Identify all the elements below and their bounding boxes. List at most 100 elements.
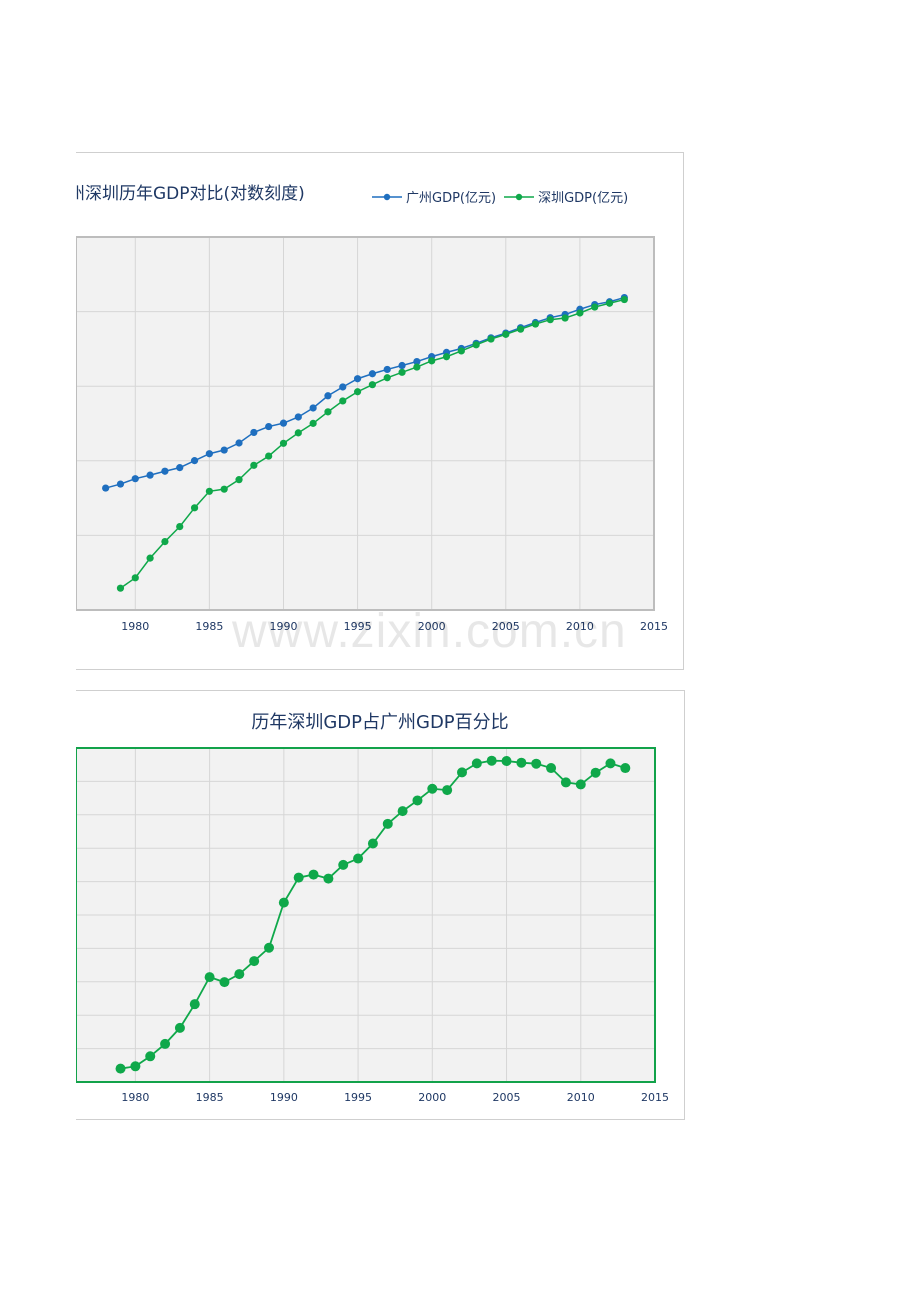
x-tick-label: 2005 <box>493 1091 521 1104</box>
data-point <box>279 439 288 447</box>
x-tick-label: 1990 <box>270 1091 298 1104</box>
data-point <box>605 758 616 769</box>
x-tick-label: 1990 <box>269 620 297 633</box>
data-point <box>412 795 423 806</box>
data-point <box>442 353 451 361</box>
data-point <box>457 767 467 778</box>
data-point <box>442 785 453 796</box>
data-point <box>324 392 332 400</box>
chart-legend: 广州GDP(亿元) 深圳GDP(亿元) <box>372 187 628 206</box>
data-point <box>309 404 317 412</box>
data-point <box>338 859 349 870</box>
legend-item-guangzhou: 广州GDP(亿元) <box>372 187 496 206</box>
data-point <box>235 439 243 447</box>
data-point <box>235 476 243 484</box>
data-point <box>428 357 436 365</box>
data-point <box>189 999 200 1010</box>
data-point <box>116 584 125 592</box>
data-point <box>176 523 184 531</box>
data-point <box>176 464 184 472</box>
data-point <box>146 471 154 479</box>
data-point <box>130 1061 141 1072</box>
data-point <box>353 375 362 383</box>
ratio-chart: 历年深圳GDP占广州GDP百分比 1980 1985 1990 1995 2000 200… <box>76 690 685 1120</box>
data-point <box>250 461 258 469</box>
x-tick-label: 1995 <box>344 1091 372 1104</box>
data-point <box>339 397 347 405</box>
data-point <box>487 335 495 343</box>
data-point <box>501 756 512 767</box>
data-point <box>383 374 391 382</box>
chart-title: 州深圳历年GDP对比(对数刻度) <box>76 184 305 204</box>
legend-label-shenzhen: 深圳GDP(亿元) <box>538 191 629 206</box>
data-point <box>398 361 406 370</box>
data-point <box>234 969 245 980</box>
data-point <box>249 956 260 967</box>
x-tick-label: 2010 <box>566 620 594 633</box>
x-tick-label: 2000 <box>418 620 446 633</box>
data-point <box>131 475 139 483</box>
x-tick-label: 2000 <box>418 1091 446 1104</box>
log-comparison-chart: 州深圳历年GDP对比(对数刻度) 广州GDP(亿元) 深圳GDP(亿元) 198… <box>76 152 684 670</box>
watermark: www.zixin.com.cn <box>232 605 627 658</box>
data-point <box>590 767 601 778</box>
x-tick-label: 1995 <box>344 620 372 633</box>
data-point <box>546 316 554 324</box>
data-point <box>427 783 438 794</box>
legend-item-shenzhen: 深圳GDP(亿元) <box>504 187 628 206</box>
data-point <box>324 408 332 416</box>
x-tick-label: 2010 <box>567 1091 595 1104</box>
data-point <box>383 365 391 374</box>
data-point <box>398 368 406 376</box>
data-point <box>145 1051 156 1062</box>
data-point <box>174 1022 185 1033</box>
data-point <box>620 763 631 774</box>
plot-border <box>76 747 656 1083</box>
x-tick-label: 2015 <box>640 620 668 633</box>
chart-plot-area: 1980 1985 1990 1995 2000 2005 2010 2015 <box>76 236 668 633</box>
data-point <box>368 370 377 378</box>
data-point <box>339 383 347 391</box>
data-point <box>205 487 213 495</box>
data-point <box>102 484 110 492</box>
data-point <box>620 295 628 304</box>
data-point <box>190 457 199 465</box>
data-point <box>397 806 408 817</box>
data-point <box>220 446 228 454</box>
data-point <box>353 388 362 396</box>
data-point <box>308 869 319 880</box>
data-point <box>294 413 302 421</box>
data-point <box>413 357 421 366</box>
data-point <box>116 480 125 488</box>
data-point <box>353 853 364 864</box>
data-point <box>131 574 139 582</box>
legend-marker-guangzhou <box>372 193 402 200</box>
x-tick-label: 1985 <box>196 1091 224 1104</box>
data-point <box>265 422 273 431</box>
data-point <box>516 757 527 768</box>
data-point <box>413 363 421 371</box>
data-point <box>190 504 199 512</box>
data-point <box>294 429 302 437</box>
legend-label-guangzhou: 广州GDP(亿元) <box>406 191 497 206</box>
data-point <box>293 872 304 883</box>
x-tick-label: 1985 <box>195 620 223 633</box>
data-point <box>323 873 334 884</box>
data-point <box>471 758 482 769</box>
data-point <box>161 537 169 546</box>
data-point <box>264 942 274 953</box>
data-point <box>561 314 569 322</box>
data-point <box>279 419 288 427</box>
data-point <box>250 428 258 437</box>
data-point <box>219 977 230 988</box>
plot-background <box>76 237 654 610</box>
data-point <box>382 818 393 829</box>
data-point <box>160 1038 171 1049</box>
data-point <box>486 755 497 766</box>
data-point <box>220 485 228 493</box>
chart-plot-area: 1980 1985 1990 1995 2000 2005 2010 2015 <box>76 747 669 1104</box>
data-point <box>367 838 378 849</box>
data-point <box>161 467 169 475</box>
x-tick-label: 2015 <box>641 1091 669 1104</box>
plot-border <box>76 236 655 611</box>
